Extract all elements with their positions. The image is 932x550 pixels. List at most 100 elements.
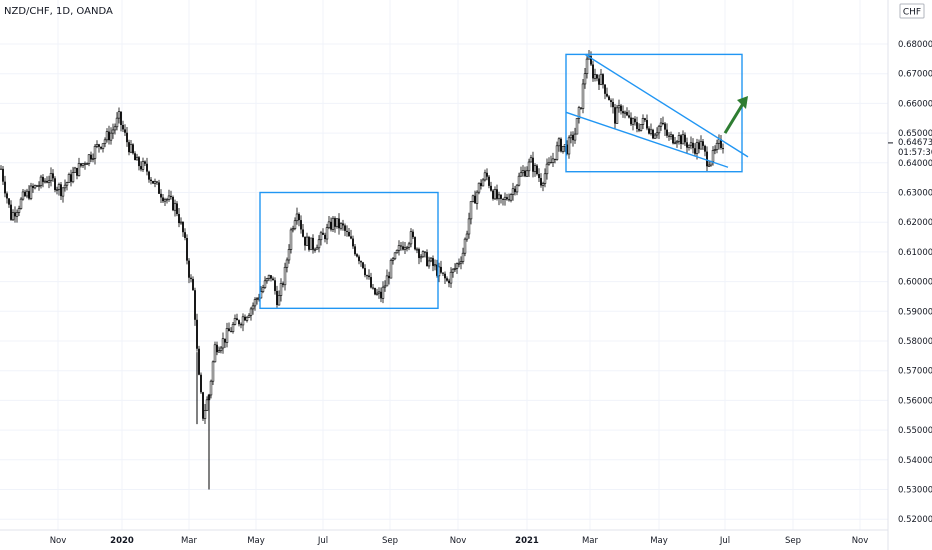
candle-body: [712, 150, 714, 161]
candle-body: [56, 189, 58, 190]
candle-body: [686, 142, 688, 147]
candle-body: [292, 229, 294, 230]
candle-body: [212, 362, 214, 381]
x-tick-label: 2020: [110, 536, 134, 546]
candle-body: [358, 257, 360, 262]
candle-body: [560, 139, 562, 152]
candle-body: [194, 290, 196, 320]
x-tick-label: Sep: [785, 536, 801, 546]
candle-body: [50, 173, 52, 180]
x-tick-label: Nov: [852, 536, 869, 546]
candle-body: [166, 199, 168, 200]
price-axis[interactable]: 0.68000 0.67000 0.66000 0.65000 0.64000 0.630…: [888, 0, 932, 550]
candle-body: [184, 232, 186, 238]
candle-body: [654, 135, 656, 138]
candle-body: [684, 135, 686, 143]
candle-body: [228, 328, 230, 331]
candle-body: [534, 166, 536, 172]
candle-body: [288, 249, 290, 260]
candle-body: [104, 140, 106, 144]
candle-body: [488, 177, 490, 186]
candle-body: [250, 309, 252, 315]
candle-body: [616, 108, 618, 124]
candle-body: [496, 189, 498, 198]
candle-body: [352, 239, 354, 247]
candle-body: [96, 144, 98, 146]
candle-body: [320, 233, 322, 240]
candle-body: [678, 135, 680, 141]
candle-body: [138, 157, 140, 166]
candle-body: [664, 124, 666, 130]
y-tick-label: 0.55000: [898, 426, 932, 436]
candle-body: [378, 292, 380, 293]
candle-body: [18, 209, 20, 213]
candle-body: [38, 186, 40, 187]
candle-body: [572, 135, 574, 140]
candle-body: [214, 345, 216, 362]
candle-body: [536, 166, 538, 174]
candle-body: [696, 142, 698, 153]
candle-body: [398, 246, 400, 251]
candle-body: [406, 247, 408, 248]
candle-body: [432, 258, 434, 266]
candle-body: [2, 169, 4, 182]
candle-body: [22, 192, 24, 199]
candle-body: [110, 133, 112, 140]
candle-body: [650, 130, 652, 134]
candle-body: [680, 135, 682, 144]
candle-body: [142, 162, 144, 170]
candle-body: [298, 214, 300, 220]
currency-badge[interactable]: CHF: [900, 4, 924, 18]
candle-body: [484, 173, 486, 180]
candle-body: [190, 278, 192, 279]
y-tick-label: 0.58000: [898, 337, 932, 347]
candle-body: [640, 124, 642, 130]
candle-body: [314, 249, 316, 250]
candle-body: [10, 205, 12, 220]
candle-body: [386, 276, 388, 286]
annotations: [260, 54, 748, 308]
candle-body: [464, 239, 466, 253]
candle-body: [618, 106, 620, 108]
candle-body: [364, 268, 366, 275]
candle-body: [714, 150, 716, 151]
x-tick-label: 2021: [515, 536, 539, 546]
candle-body: [4, 182, 6, 194]
candle-body: [196, 320, 198, 349]
candle-body: [36, 185, 38, 186]
candle-body: [670, 135, 672, 137]
candle-body: [172, 197, 174, 210]
candle-body: [342, 223, 344, 225]
candle-body: [216, 345, 218, 352]
candle-body: [40, 177, 42, 186]
candle-body: [600, 74, 602, 84]
candle-body: [304, 237, 306, 246]
candle-body: [708, 165, 710, 166]
x-tick-label: Jul: [317, 536, 328, 546]
candle-body: [394, 253, 396, 259]
candle-body: [648, 128, 650, 133]
candle-body: [514, 189, 516, 192]
candle-body: [52, 173, 54, 178]
candle-body: [120, 112, 122, 125]
y-tick-label: 0.68000: [898, 40, 932, 50]
candle-body: [476, 192, 478, 203]
candle-body: [404, 247, 406, 249]
candle-body: [156, 182, 158, 183]
candle-body: [72, 173, 74, 182]
candle-body: [232, 324, 234, 331]
candle-body: [68, 174, 70, 182]
candle-body: [570, 135, 572, 138]
candle-body: [682, 135, 684, 144]
candle-body: [336, 219, 338, 227]
candle-body: [78, 163, 80, 175]
candle-body: [330, 222, 332, 230]
candle-body: [322, 233, 324, 235]
candle-body: [346, 231, 348, 232]
time-axis[interactable]: Nov 2020 Mar May Jul Sep Nov 2021 Mar May Jul Sep No…: [0, 530, 888, 546]
candle-body: [178, 214, 180, 223]
candle-body: [64, 185, 66, 188]
y-tick-label: 0.66000: [898, 99, 932, 109]
candle-body: [396, 250, 398, 253]
